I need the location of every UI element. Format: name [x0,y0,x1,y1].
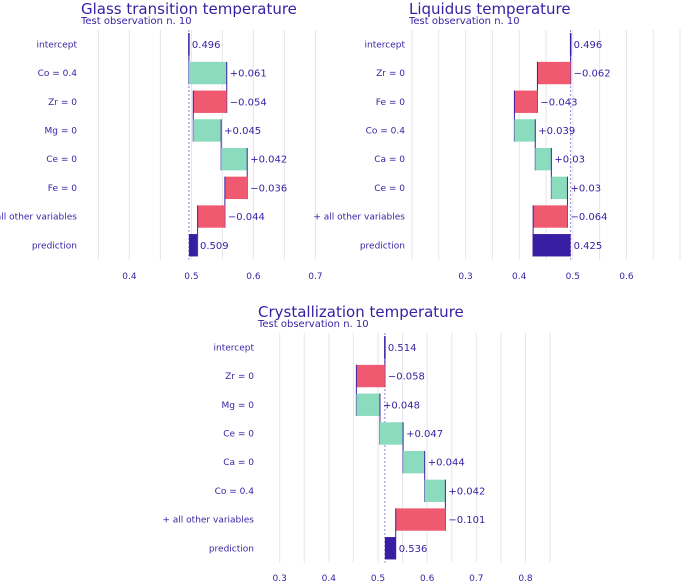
positive-contribution-bar [379,422,404,445]
row-label: Zr = 0 [48,98,77,108]
value-label: −0.036 [250,183,287,194]
value-label: 0.496 [574,40,603,51]
row-label: Mg = 0 [45,126,78,136]
positive-contribution-bar [221,147,248,171]
plot-area: 0.4 0.5 0.6 0.7 intercept 0.496 Co = 0.4 +0.061… [0,30,323,282]
x-tick-label: 0.6 [420,574,435,584]
value-label: +0.039 [538,126,575,137]
negative-contribution-bar [193,90,227,113]
row-label: Ce = 0 [374,184,405,194]
value-label: 0.496 [192,40,221,51]
chart-subtitle: Test observation n. 10 [80,16,192,27]
row-label: + all other variables [162,516,254,526]
x-tick-label: 0.6 [246,272,261,282]
value-label: −0.062 [574,69,611,80]
negative-contribution-bar [356,364,385,388]
row-label: Zr = 0 [376,69,405,79]
x-tick-label: 0.6 [619,272,634,282]
positive-contribution-bar [514,119,536,142]
positive-contribution-bar [188,61,227,85]
x-tick-label: 0.8 [518,574,533,584]
row-label: Fe = 0 [48,184,77,194]
negative-contribution-bar [395,508,446,531]
x-tick-label: 0.7 [308,272,322,282]
row-label: intercept [37,40,78,50]
value-label: +0.042 [448,486,485,497]
negative-contribution-bar [224,176,248,200]
x-tick-label: 0.7 [469,574,483,584]
panel-liquidus: Liquidus temperature Test observation n.… [313,0,681,282]
positive-contribution-bar [193,119,222,142]
row-label: Ce = 0 [223,429,254,439]
value-label: +0.042 [250,155,287,166]
chart-subtitle: Test observation n. 10 [408,16,520,27]
chart-subtitle: Test observation n. 10 [257,319,369,330]
value-label: +0.044 [428,458,465,469]
row-label: intercept [214,343,255,353]
x-tick-label: 0.5 [566,272,580,282]
value-label: +0.047 [406,429,443,440]
plot-area: 0.3 0.4 0.5 0.6 0.7 0.8 intercept 0.514 Zr = 0 −0… [162,333,551,584]
x-tick-label: 0.5 [184,272,198,282]
row-label: Co = 0.4 [38,69,78,79]
chart-title: Glass transition temperature [81,0,297,18]
row-label: Mg = 0 [222,401,255,411]
negative-contribution-bar [533,205,568,228]
value-label: +0.045 [224,126,261,137]
row-label: prediction [209,544,254,554]
panel-glass-transition: Glass transition temperature Test observ… [0,0,323,282]
x-tick-label: 0.4 [322,574,337,584]
x-tick-label: 0.4 [512,272,527,282]
row-label: Co = 0.4 [215,487,255,497]
row-label: Co = 0.4 [366,126,406,136]
value-label: −0.064 [570,212,607,223]
value-label: 0.425 [574,241,603,252]
value-label: +0.048 [383,400,420,411]
chart-title: Crystallization temperature [258,303,464,321]
positive-contribution-bar [356,393,380,416]
value-label: 0.536 [399,544,428,555]
prediction-bar [384,537,396,560]
row-label: Ce = 0 [46,155,77,165]
value-label: 0.509 [200,241,229,252]
prediction-bar [532,234,571,257]
value-label: +0.03 [570,183,601,194]
value-label: −0.044 [228,212,265,223]
row-label: Ca = 0 [374,155,405,165]
value-label: −0.058 [388,372,425,383]
prediction-bar [188,234,197,257]
value-label: +0.061 [230,69,267,80]
negative-contribution-bar [197,205,225,228]
positive-contribution-bar [551,176,568,200]
value-label: −0.054 [230,97,267,108]
negative-contribution-bar [537,61,571,85]
row-label: + all other variables [313,213,405,223]
chart-title: Liquidus temperature [409,0,571,18]
x-tick-label: 0.5 [371,574,385,584]
row-label: prediction [32,241,77,251]
row-label: Ca = 0 [223,458,254,468]
negative-contribution-bar [514,90,538,113]
value-label: −0.043 [540,97,577,108]
value-label: +0.03 [554,155,585,166]
row-label: intercept [365,40,406,50]
row-label: + all other variables [0,213,77,223]
value-label: −0.101 [448,515,485,526]
row-label: Zr = 0 [225,372,254,382]
x-tick-label: 0.3 [458,272,472,282]
positive-contribution-bar [424,479,446,503]
positive-contribution-bar [535,147,552,171]
row-label: Fe = 0 [376,98,405,108]
positive-contribution-bar [403,450,425,474]
row-label: prediction [360,241,405,251]
plot-area: 0.3 0.4 0.5 0.6 intercept 0.496 Zr = 0 −0.062 Fe… [313,30,681,282]
x-tick-label: 0.3 [273,574,287,584]
panel-crystallization: Crystallization temperature Test observa… [162,303,551,584]
x-tick-label: 0.4 [122,272,137,282]
value-label: 0.514 [388,343,417,354]
